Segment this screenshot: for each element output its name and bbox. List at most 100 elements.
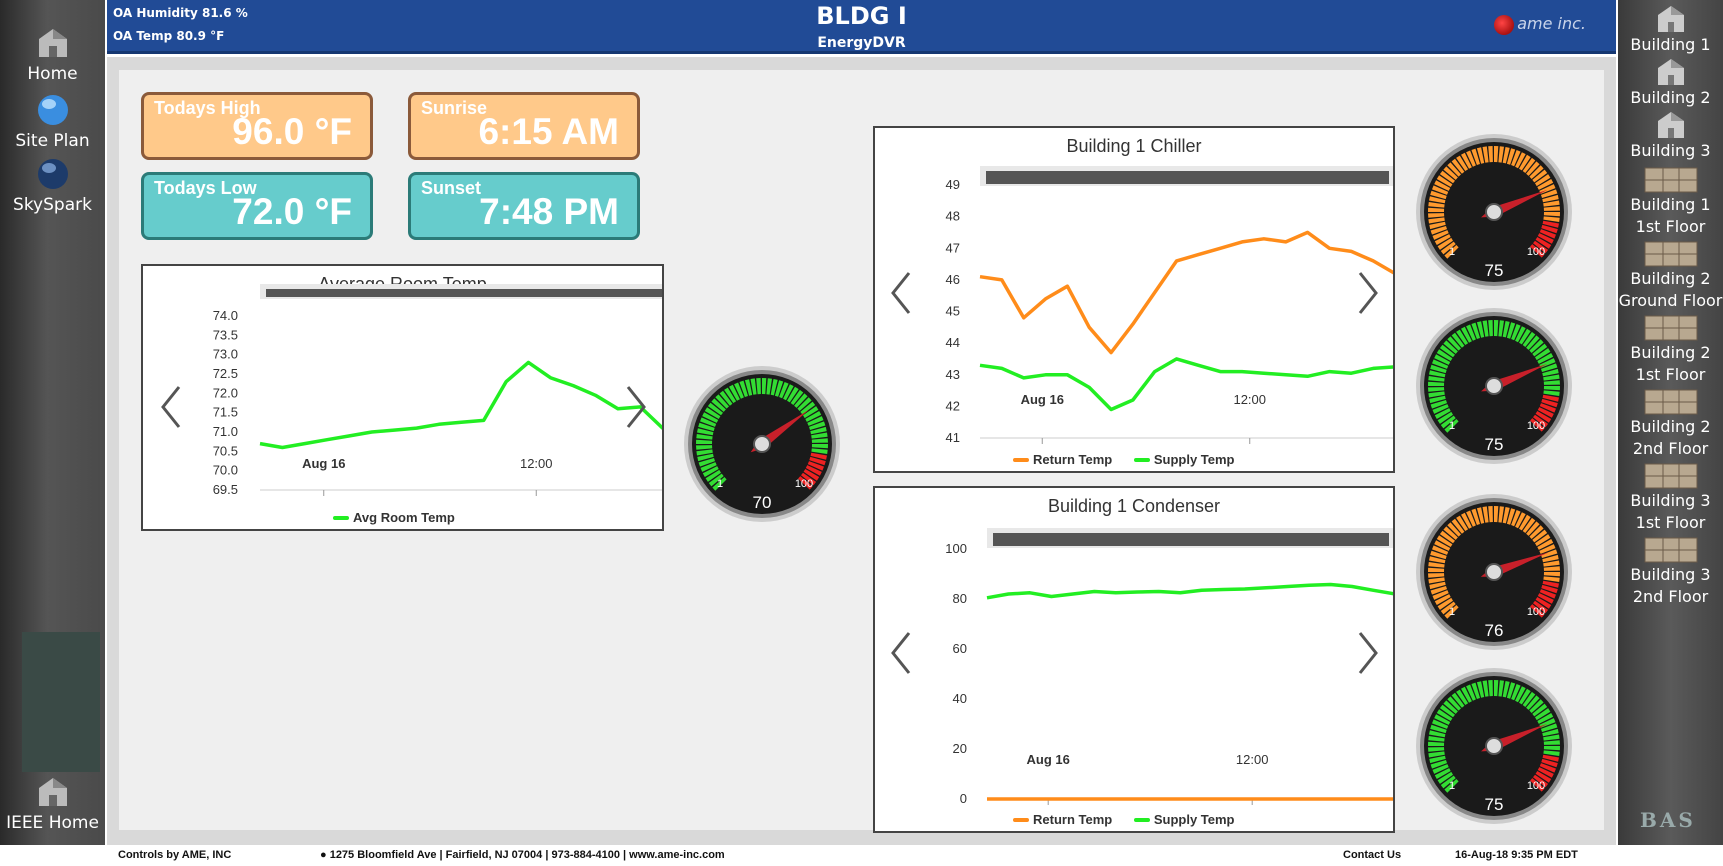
legend-swatch-green [1133, 817, 1150, 822]
nav-building-1[interactable]: Building 1 [1618, 4, 1723, 56]
gauge-tick-segment [1430, 550, 1447, 560]
gauge-value: 76 [1485, 621, 1504, 640]
gauge-tick-segment [1429, 755, 1446, 764]
nav-building-2-1st-floor[interactable]: Building 2 1st Floor [1618, 314, 1723, 386]
gauge-tick-segment [1434, 354, 1451, 365]
nav-building-3-2nd-floor[interactable]: Building 3 2nd Floor [1618, 536, 1723, 608]
nav-label: 1st Floor [1635, 513, 1706, 532]
gauge-tick-segment [697, 453, 714, 462]
navigator-fill [993, 533, 1389, 546]
chart-title: Building 1 Chiller [1066, 136, 1202, 156]
gauge-tick-segment [797, 397, 812, 411]
gauge-tick-segment [1543, 212, 1560, 217]
page-title: BLDG I [816, 2, 907, 30]
gauge-tick-segment [1444, 245, 1459, 259]
gauge-tick-segment [1543, 734, 1560, 741]
legend-swatch-orange [1013, 817, 1029, 822]
y-tick-label: 44 [946, 335, 960, 350]
gauge-tick-segment [1430, 586, 1447, 595]
bas-logo: BAS [1640, 808, 1696, 832]
gauge-tick-segment [1494, 680, 1499, 697]
y-tick-label: 100 [945, 541, 967, 556]
gauge-tick-segment [1429, 370, 1446, 378]
gauge-tick-segment [1429, 581, 1446, 590]
gauge-tick-segment [1451, 158, 1465, 174]
gauge-tick-segment [1471, 508, 1480, 525]
gauge-value: 75 [1485, 435, 1504, 454]
gauge-max-label: 100 [1527, 606, 1545, 618]
gauge-tick-segment [1494, 506, 1499, 523]
gauge-tick-segment [803, 406, 819, 419]
gauge-tick-segment [1428, 387, 1445, 392]
gauge-tick-segment [1519, 514, 1531, 531]
nav-site-plan[interactable]: Site Plan [0, 93, 105, 151]
gauge-tick-segment [1466, 510, 1476, 527]
gauge-tick-segment [1466, 150, 1476, 167]
nav-label: Building 2 [1630, 269, 1711, 288]
gauge-tick-segment [719, 390, 733, 406]
gauge-tick-segment [1529, 165, 1544, 179]
gauge-hub [1485, 377, 1503, 395]
gauge-tick-segment [1447, 696, 1461, 711]
gauge-tick-segment [702, 466, 719, 477]
footer-controls: Controls by AME, INC [118, 849, 232, 861]
chart-prev-button[interactable] [887, 268, 917, 318]
chart-prev-button[interactable] [887, 628, 917, 678]
navigator-fill [266, 289, 662, 297]
gauge-tick-segment [1439, 170, 1455, 184]
gauge-tick-segment [712, 477, 727, 491]
nav-home[interactable]: Home [0, 26, 105, 84]
contact-us-link[interactable]: Contact Us [1343, 849, 1402, 861]
chart-next-button[interactable] [620, 382, 650, 432]
chart-plot: 74.0 73.5 73.0 72.5 72.0 71.5 71.0 70.5 70.0 69.5… [213, 284, 662, 497]
gauge-tick-segment [1476, 681, 1485, 698]
nav-building-2-ground-floor[interactable]: Building 2 Ground Floor [1618, 240, 1723, 312]
gauge-tick-segment [1526, 335, 1540, 350]
gauge-tick-segment [1541, 398, 1558, 408]
y-tick-label: 73.0 [213, 347, 238, 362]
nav-building-3-1st-floor[interactable]: Building 3 1st Floor [1618, 462, 1723, 534]
nav-building-2[interactable]: Building 2 [1618, 57, 1723, 109]
gauge-tick-segment [1539, 589, 1556, 599]
chart-next-button[interactable] [1352, 628, 1382, 678]
gauge-tick-segment [1542, 754, 1559, 762]
floorplan-icon [1643, 166, 1699, 194]
nav-building-3[interactable]: Building 3 [1618, 110, 1723, 162]
nav-ieee-home[interactable]: IEEE Home [0, 775, 105, 833]
gauge-tick-segment [1543, 380, 1560, 385]
gauge-tick-segment [1522, 691, 1536, 707]
nav-label: Building 1 [1630, 195, 1711, 214]
gauge-tick-segment [1530, 418, 1545, 432]
gauge-tick-segment [1539, 763, 1556, 773]
floorplan-icon [1643, 388, 1699, 416]
gauge-tick-segment [1532, 529, 1548, 543]
chart-next-button[interactable] [1352, 268, 1382, 318]
gauge-tick-segment [1428, 207, 1445, 212]
gauge-tick-segment [1428, 741, 1445, 746]
nav-building-2-2nd-floor[interactable]: Building 2 2nd Floor [1618, 388, 1723, 460]
todays-high-value: 96.0 °F [232, 111, 352, 152]
gauge-tick-segment [1511, 684, 1521, 701]
gauge-tick-segment [1515, 326, 1526, 343]
gauge-tick-segment [1444, 419, 1459, 433]
gauge-tick-segment [809, 456, 826, 466]
nav-label: Building 3 [1630, 491, 1711, 510]
chart-prev-button[interactable] [157, 382, 187, 432]
condenser-gauge-1: 1 100 76 [1414, 492, 1574, 652]
gauge-tick-segment [1456, 689, 1469, 705]
nav-building-1-1st-floor[interactable]: Building 1 1st Floor [1618, 166, 1723, 238]
gauge-tick-segment [1498, 146, 1504, 163]
chart-legend: Avg Room Temp [323, 510, 455, 525]
y-tick-label: 20 [953, 741, 967, 756]
gauge-tick-segment [1542, 554, 1559, 563]
gauge-tick-segment [1488, 680, 1493, 697]
gauge-tick-segment [1502, 507, 1510, 524]
gauge-tick-segment [1461, 512, 1472, 529]
nav-skyspark[interactable]: SkySpark [0, 157, 105, 215]
legend-label: Return Temp [1033, 452, 1113, 467]
gauge-tick-segment [1428, 391, 1445, 398]
gauge-tick-segment [750, 378, 757, 395]
gauge-tick-segment [1502, 147, 1510, 164]
nav-ieee-home-label: IEEE Home [6, 813, 99, 833]
gauge-tick-segment [1494, 320, 1499, 337]
